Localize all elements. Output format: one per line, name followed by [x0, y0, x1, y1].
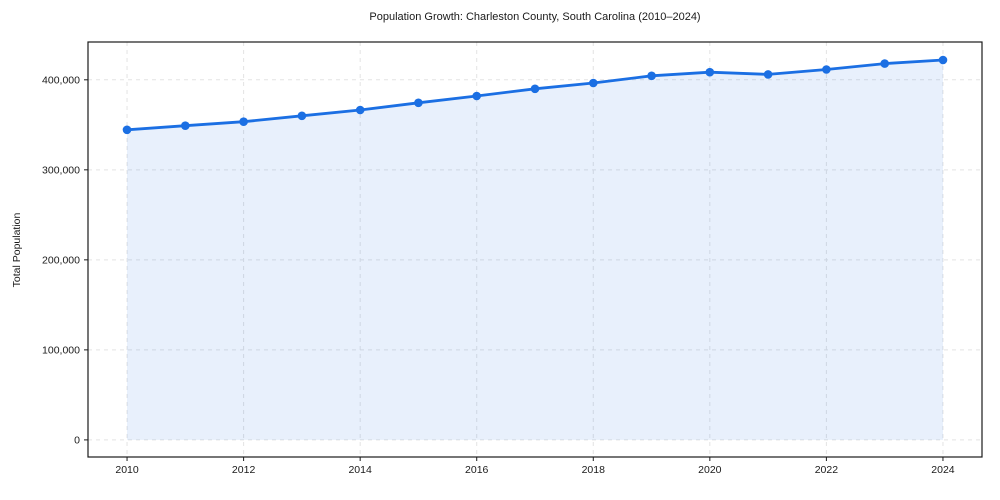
y-tick-label: 200,000 — [42, 254, 80, 266]
y-tick-label: 300,000 — [42, 164, 80, 176]
x-tick-label: 2018 — [582, 464, 606, 476]
y-axis-label: Total Population — [11, 212, 23, 288]
x-tick-label: 2014 — [348, 464, 372, 476]
plot-border — [87, 41, 983, 458]
population-area-fill — [127, 60, 943, 440]
data-point-2021 — [763, 70, 773, 79]
y-tick-label: 0 — [74, 434, 80, 446]
data-point-2013 — [297, 111, 307, 121]
x-tick-label: 2024 — [931, 464, 955, 476]
x-tick-label: 2016 — [465, 464, 489, 476]
data-point-2010 — [122, 125, 132, 135]
data-point-2017 — [530, 84, 540, 94]
data-point-2023 — [880, 59, 889, 68]
data-point-2012 — [239, 117, 248, 126]
data-point-2015 — [414, 98, 423, 108]
data-point-2018 — [589, 78, 598, 88]
data-point-2014 — [355, 105, 365, 115]
x-tick-label: 2012 — [232, 464, 256, 476]
data-point-2024 — [938, 55, 948, 65]
x-tick-label: 2010 — [115, 464, 139, 476]
chart-title: Population Growth: Charleston County, So… — [369, 11, 701, 23]
y-tick-label: 400,000 — [42, 74, 80, 86]
data-point-2016 — [472, 91, 482, 101]
data-point-2020 — [705, 67, 715, 77]
y-tick-label: 100,000 — [42, 344, 80, 356]
data-point-2011 — [181, 121, 190, 130]
data-point-2019 — [647, 71, 656, 81]
x-tick-label: 2020 — [698, 464, 722, 476]
x-tick-label: 2022 — [815, 464, 839, 476]
data-point-2022 — [822, 65, 831, 74]
